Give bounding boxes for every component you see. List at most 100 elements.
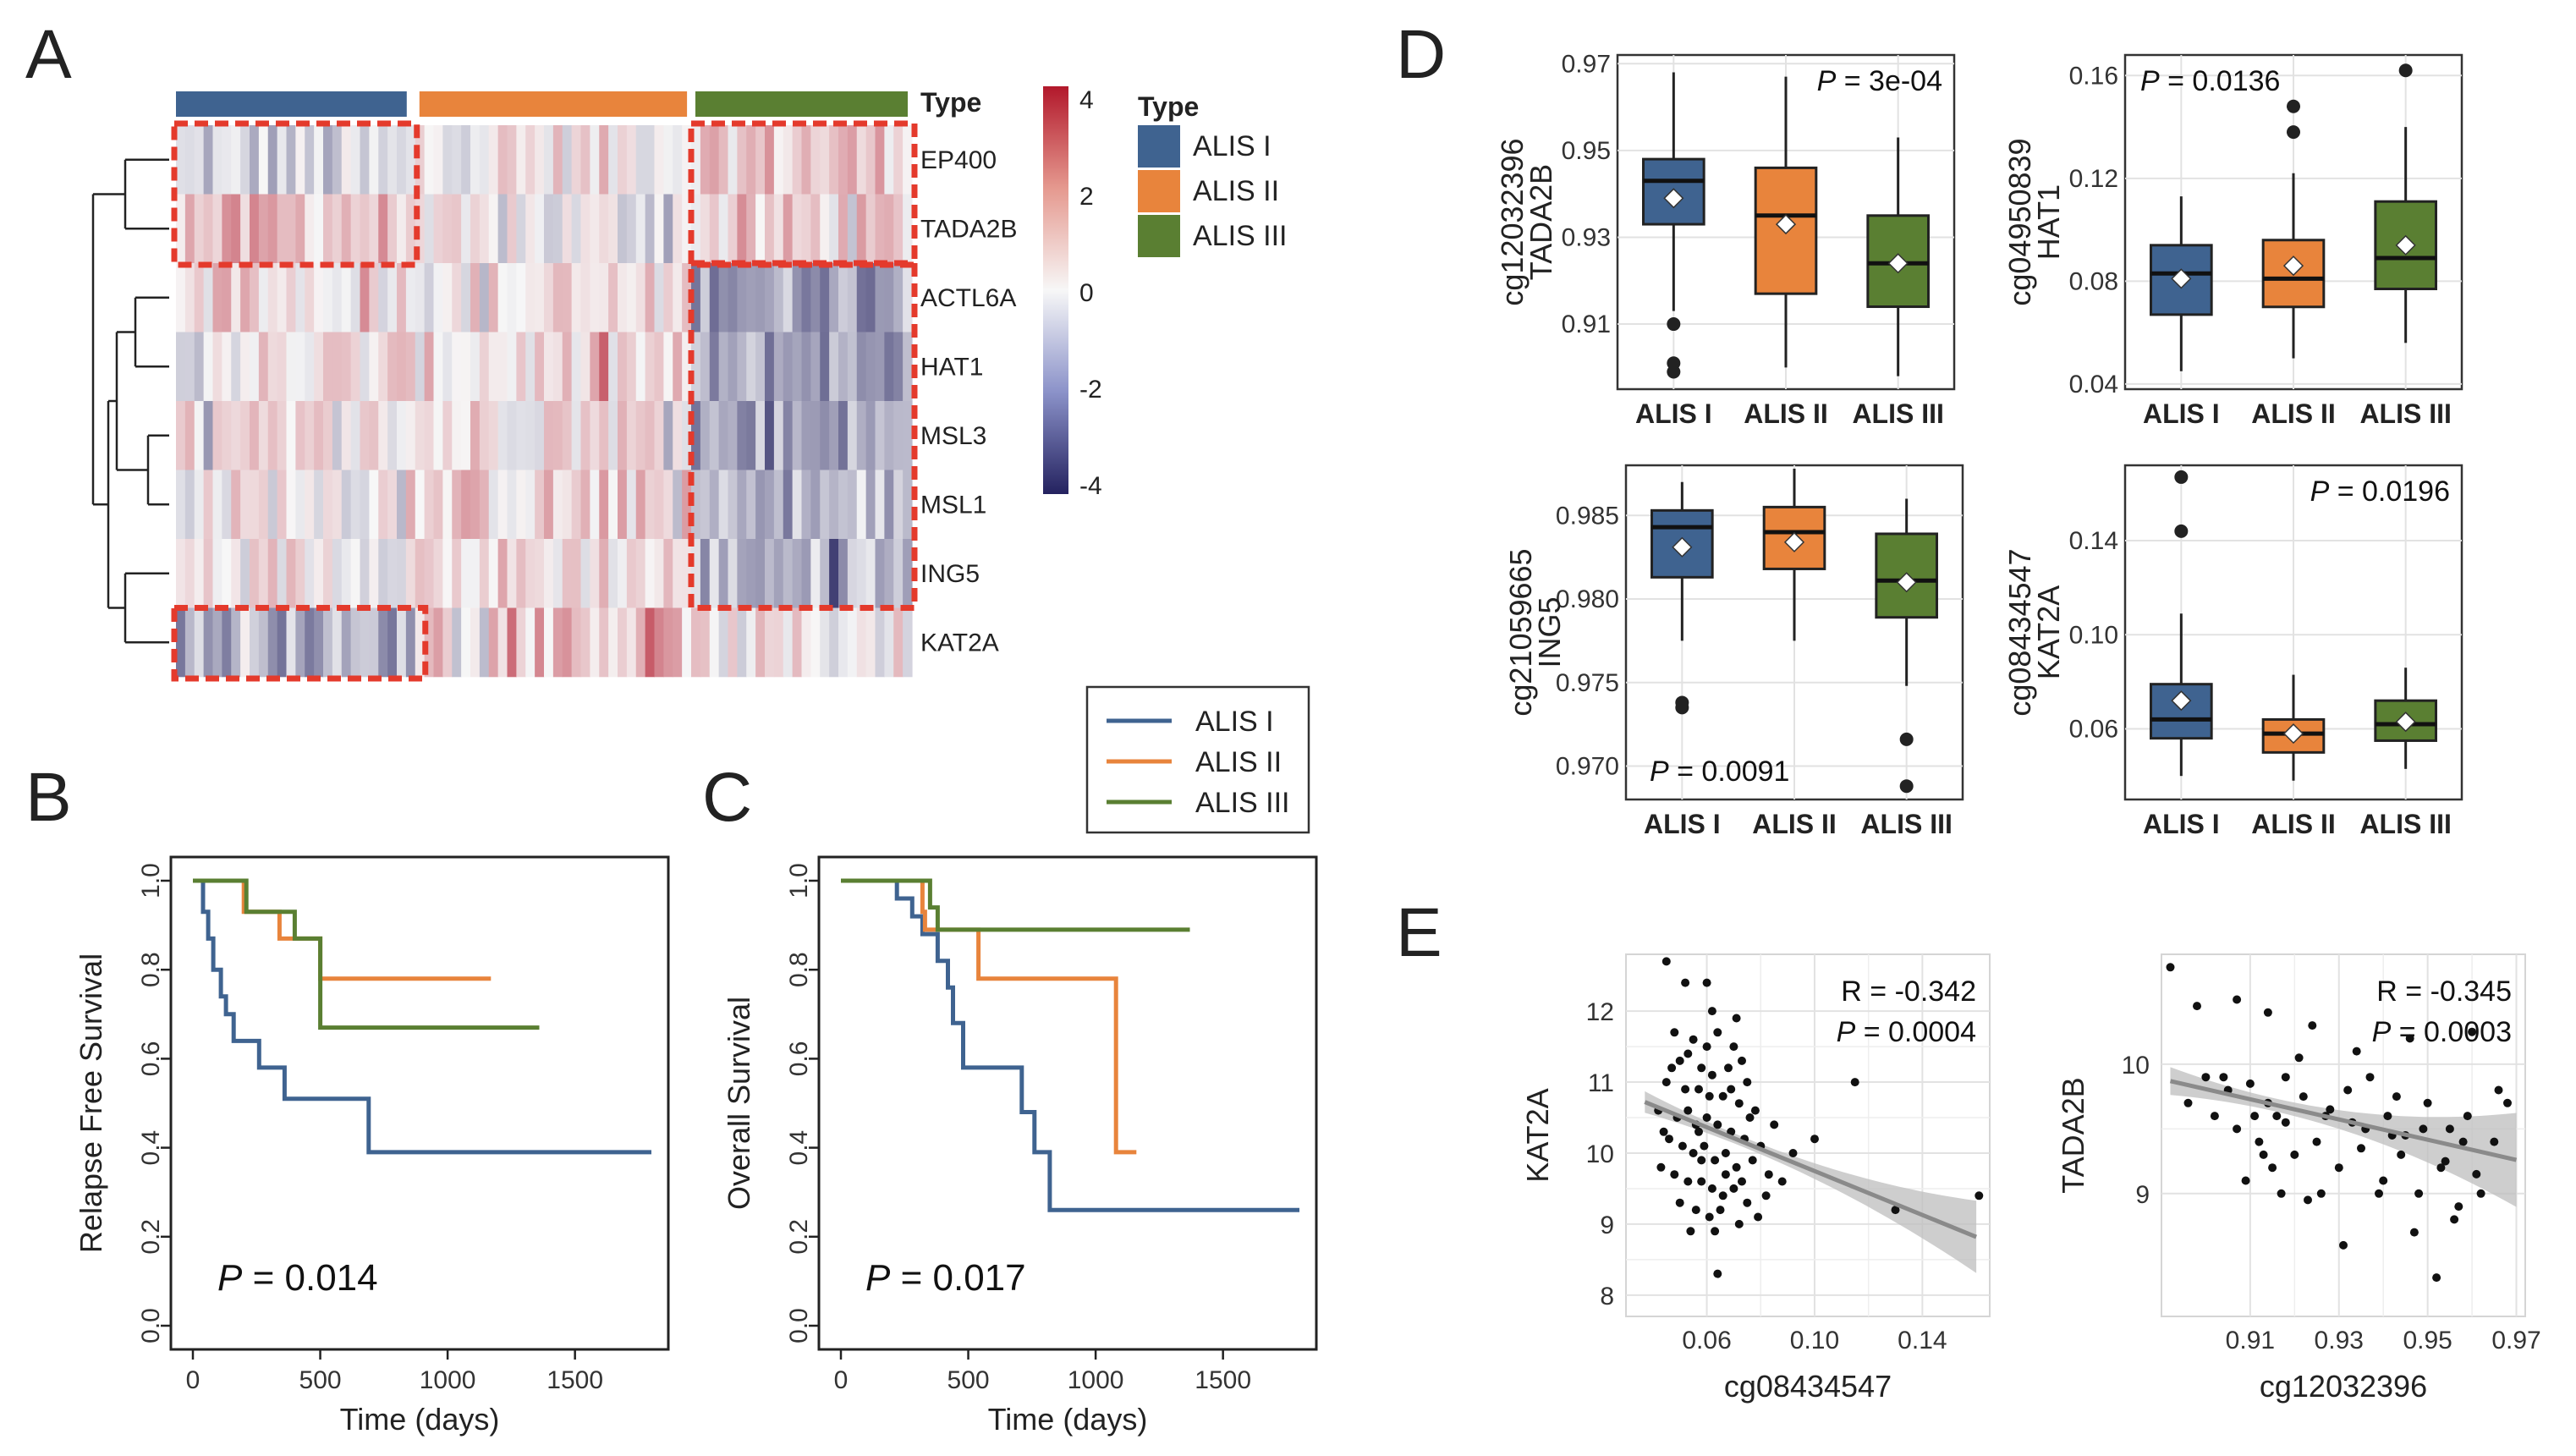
x-tick-label: ALIS III [1860,809,1952,839]
p-value-label: P = 0.0003 [2372,1016,2512,1048]
heatmap-cell [709,194,720,264]
heatmap-cell [415,263,426,332]
heatmap-cell [691,332,701,402]
x-tick-label: 1000 [420,1366,476,1394]
y-tick-label: 0.6 [785,1041,813,1077]
heatmap-cell [765,470,775,540]
p-symbol: P [2310,475,2330,508]
heatmap-cell [746,194,756,264]
scatter-point [1716,1206,1725,1215]
heatmap-cell [709,332,720,402]
heatmap-cell [792,607,803,678]
heatmap-cell [267,332,278,402]
heatmap-cell [267,125,278,195]
heatmap-cell [829,470,839,540]
scatter-point [2272,1112,2282,1121]
heatmap-cell [405,539,416,608]
y-axis-label: Overall Survival [722,997,756,1210]
heatmap-cell [305,539,315,608]
scatter-point [1729,1042,1738,1052]
heatmap-cell [222,470,232,540]
heatmap-cell [387,194,398,264]
heatmap-cell [865,332,876,402]
heatmap-cell [397,263,407,332]
heatmap-cell [323,332,333,402]
scatter-point [1810,1135,1819,1144]
heatmap-cell [442,125,453,195]
heatmap-cell [673,470,683,540]
heatmap-cell [277,539,288,608]
heatmap-cell [552,263,563,332]
row-label-ep400: EP400 [920,146,997,174]
heatmap-cell [507,194,517,264]
heatmap-cell [562,125,573,195]
heatmap-cell [562,539,573,608]
heatmap-cell [222,401,232,470]
heatmap-cell [222,607,232,678]
heatmap-cell [488,125,499,195]
scatter-point [2255,1137,2264,1146]
heatmap-cell [369,401,379,470]
heatmap-cell [820,539,830,608]
heatmap-cell [360,607,370,678]
heatmap-cell [884,470,894,540]
heatmap-cell [893,263,904,332]
scatter-point [2463,1112,2472,1121]
y-tick-label: 0.95 [1562,137,1611,165]
heatmap-cell [231,607,241,678]
x-tick-label: 0 [834,1366,849,1394]
scatter-point [1702,1113,1711,1122]
heatmap-cell [626,470,637,540]
heatmap-cell [884,125,894,195]
scatter-point [2357,1144,2365,1153]
scatter-point [1707,1007,1716,1016]
y-tick-label: 10 [1586,1140,1614,1168]
scatter-point [2436,1163,2446,1173]
heatmap-cell [470,607,481,678]
legend-label: ALIS III [1193,220,1288,252]
heatmap-cell [286,263,296,332]
heatmap-cell [682,401,692,470]
heatmap-cell [258,263,269,332]
heatmap-cell [663,539,673,608]
heatmap-cell [240,607,250,678]
heatmap-cell [645,470,656,540]
heatmap-cell [535,125,545,195]
heatmap-cell [341,194,352,264]
heatmap-cell [212,607,222,678]
x-tick-label: ALIS I [2143,809,2220,839]
heatmap-cell [737,401,747,470]
heatmap-cell [847,263,858,332]
outlier-point [2287,99,2300,113]
scatter-point [1761,1191,1771,1201]
heatmap-cell [470,539,481,608]
scatter-point [1721,1149,1730,1157]
panel-d-methylation-boxplots: 0.91 0.93 0.95 0.97 ALIS I ALIS II ALIS III cg1… [1495,50,2463,839]
y-axis-label: KAT2A [1520,1088,1555,1182]
heatmap-cell [442,194,453,264]
y-tick-label: 0.91 [1562,310,1611,338]
heatmap-cell [295,125,305,195]
heatmap-cell [608,125,618,195]
heatmap-cell [203,470,214,540]
regression-line [1644,1100,1978,1239]
scatter-point [1659,1127,1668,1136]
heatmap-cell [783,470,794,540]
scatter-point [1661,1078,1671,1087]
heatmap-cell [856,539,867,608]
heatmap-cell [212,470,222,540]
heatmap-cell [525,539,536,608]
scatter-point [1788,1149,1798,1157]
heatmap-cell [544,332,554,402]
heatmap-cell [663,125,673,195]
heatmap-cell [654,401,664,470]
scatter-point [2277,1189,2286,1198]
y-tick-label: 0.2 [137,1219,165,1255]
x-axis-label: Time (days) [340,1402,500,1437]
heatmap-cell [295,194,305,264]
scatter-point [1678,1141,1687,1151]
heatmap-cell [250,607,260,678]
scatter-point [2397,1150,2406,1159]
heatmap-cell [378,401,388,470]
